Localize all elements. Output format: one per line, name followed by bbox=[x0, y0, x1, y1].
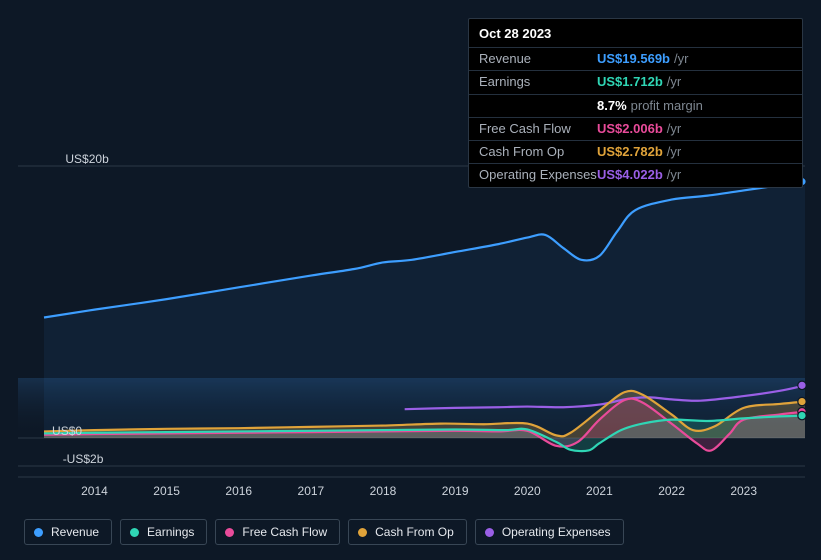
legend-toggle-earnings[interactable]: Earnings bbox=[120, 519, 207, 545]
legend-label: Operating Expenses bbox=[502, 525, 611, 539]
legend-label: Revenue bbox=[51, 525, 99, 539]
legend-label: Cash From Op bbox=[375, 525, 454, 539]
tooltip-row-unit: /yr bbox=[667, 74, 681, 90]
legend-dot-icon bbox=[130, 528, 139, 537]
x-axis-label: 2015 bbox=[153, 484, 180, 498]
tooltip-row: Free Cash FlowUS$2.006b/yr bbox=[469, 117, 802, 140]
tooltip-row-unit: /yr bbox=[667, 167, 681, 183]
tooltip-row-unit: /yr bbox=[674, 51, 688, 67]
tooltip-row: Operating ExpensesUS$4.022b/yr bbox=[469, 163, 802, 186]
tooltip-row-value: US$2.782b bbox=[597, 144, 663, 160]
legend-dot-icon bbox=[358, 528, 367, 537]
x-axis-label: 2021 bbox=[586, 484, 613, 498]
x-axis-label: 2017 bbox=[298, 484, 325, 498]
x-axis-label: 2018 bbox=[370, 484, 397, 498]
tooltip-row-value: US$19.569b bbox=[597, 51, 670, 67]
tooltip-row-value: US$2.006b bbox=[597, 121, 663, 137]
tooltip-row: 8.7%profit margin bbox=[469, 94, 802, 117]
legend-dot-icon bbox=[485, 528, 494, 537]
tooltip-row-label: Cash From Op bbox=[479, 144, 597, 160]
tooltip-row-value: US$1.712b bbox=[597, 74, 663, 90]
legend-toggle-cfo[interactable]: Cash From Op bbox=[348, 519, 467, 545]
x-axis-label: 2020 bbox=[514, 484, 541, 498]
x-axis-label: 2019 bbox=[442, 484, 469, 498]
y-axis-label: US$20b bbox=[65, 152, 108, 166]
tooltip-row-value: 8.7% bbox=[597, 98, 627, 114]
tooltip-row-label: Free Cash Flow bbox=[479, 121, 597, 137]
end-marker-opex bbox=[798, 381, 806, 389]
tooltip-row-unit: /yr bbox=[667, 144, 681, 160]
tooltip-row-label: Earnings bbox=[479, 74, 597, 90]
legend-toggle-revenue[interactable]: Revenue bbox=[24, 519, 112, 545]
legend-toggle-opex[interactable]: Operating Expenses bbox=[475, 519, 624, 545]
legend-label: Earnings bbox=[147, 525, 194, 539]
end-marker-cfo bbox=[798, 397, 806, 405]
y-axis-label: -US$2b bbox=[63, 452, 104, 466]
tooltip-row-label: Operating Expenses bbox=[479, 167, 597, 183]
chart-tooltip: Oct 28 2023 RevenueUS$19.569b/yrEarnings… bbox=[468, 18, 803, 188]
tooltip-date: Oct 28 2023 bbox=[469, 19, 802, 47]
tooltip-row-label bbox=[479, 98, 597, 114]
series-area-revenue bbox=[44, 182, 805, 438]
legend-dot-icon bbox=[225, 528, 234, 537]
x-axis-label: 2023 bbox=[730, 484, 757, 498]
legend-toggle-fcf[interactable]: Free Cash Flow bbox=[215, 519, 340, 545]
tooltip-row: EarningsUS$1.712b/yr bbox=[469, 70, 802, 93]
tooltip-row-value: US$4.022b bbox=[597, 167, 663, 183]
tooltip-row-unit: profit margin bbox=[631, 98, 703, 114]
x-axis-label: 2014 bbox=[81, 484, 108, 498]
x-axis-label: 2022 bbox=[658, 484, 685, 498]
legend-dot-icon bbox=[34, 528, 43, 537]
x-axis-label: 2016 bbox=[225, 484, 252, 498]
tooltip-row-label: Revenue bbox=[479, 51, 597, 67]
legend-label: Free Cash Flow bbox=[242, 525, 327, 539]
y-axis-label: US$0 bbox=[52, 424, 82, 438]
tooltip-row: RevenueUS$19.569b/yr bbox=[469, 47, 802, 70]
tooltip-row-unit: /yr bbox=[667, 121, 681, 137]
end-marker-earnings bbox=[798, 411, 806, 419]
tooltip-row: Cash From OpUS$2.782b/yr bbox=[469, 140, 802, 163]
legend: Revenue Earnings Free Cash Flow Cash From O… bbox=[24, 519, 624, 545]
